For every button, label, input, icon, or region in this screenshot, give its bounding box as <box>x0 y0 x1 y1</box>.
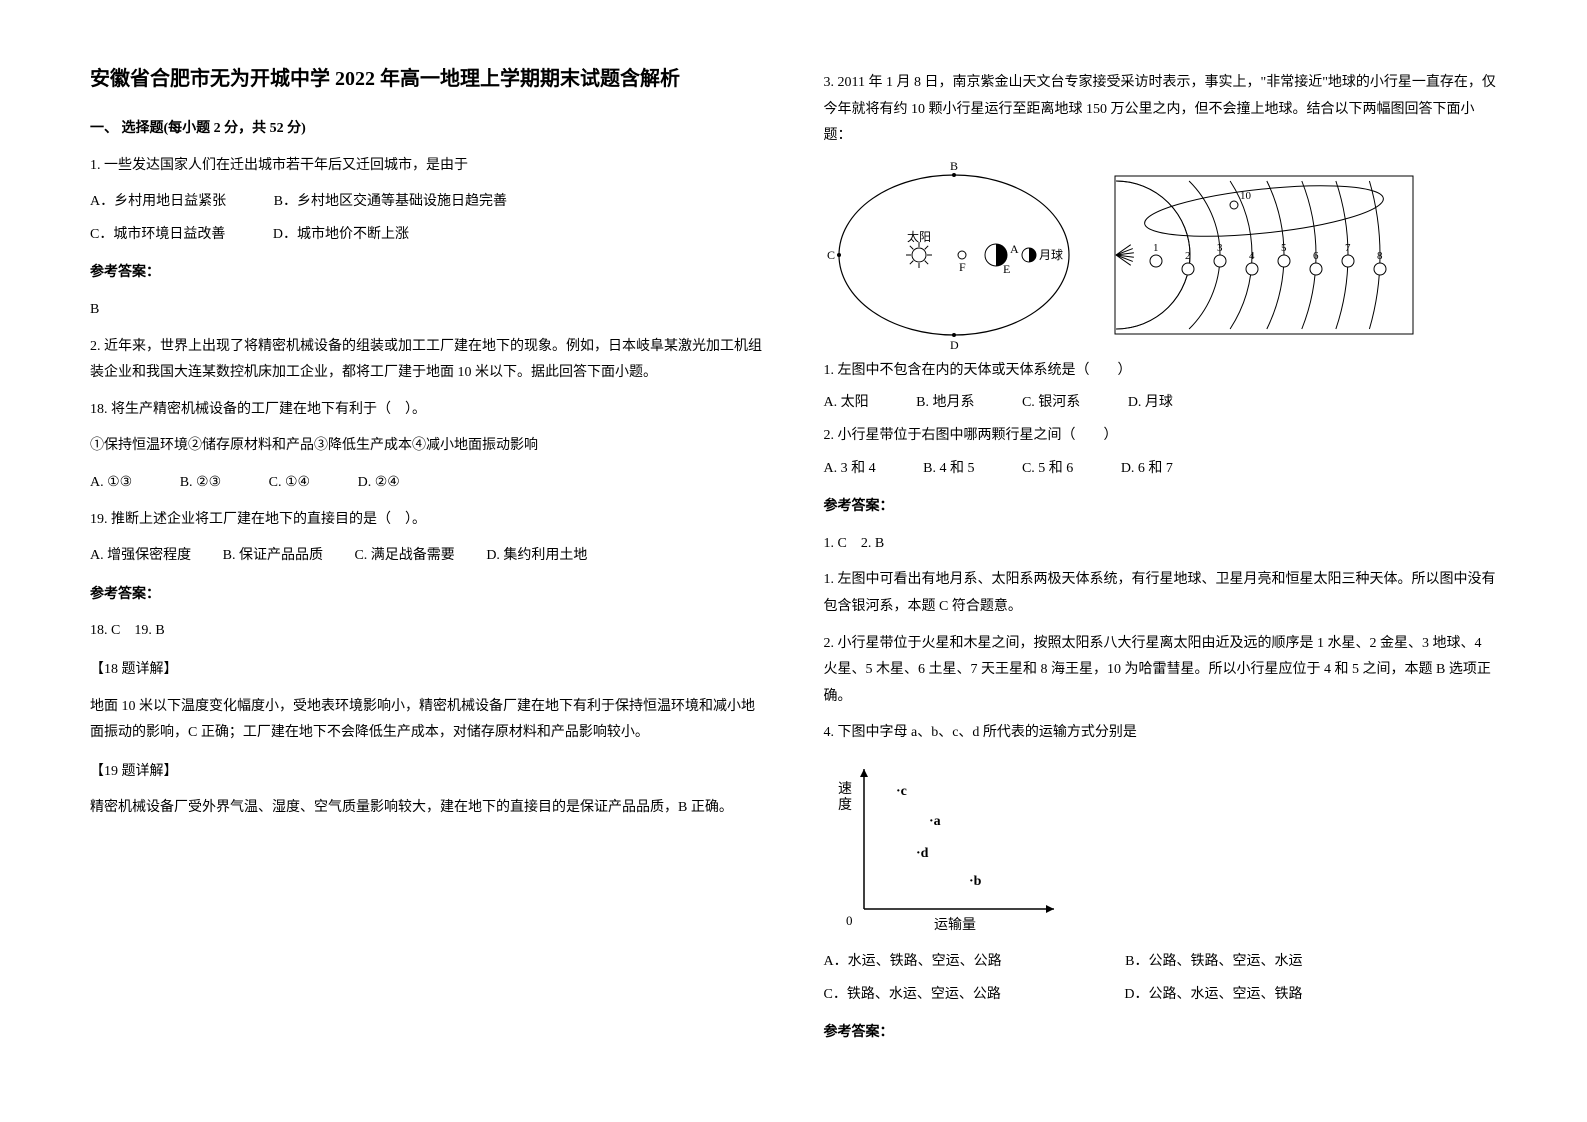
svg-text:·a: ·a <box>929 814 941 829</box>
q1-opt-c: C．城市环境日益改善 <box>90 222 225 249</box>
q4-opt-c: C．铁路、水运、空运、公路 <box>824 982 1001 1009</box>
q18-line: ①保持恒温环境②储存原材料和产品③降低生产成本④减小地面振动影响 <box>90 433 764 460</box>
q3-1-opt-a: A. 太阳 <box>824 390 869 417</box>
q3-1-opt-c: C. 银河系 <box>1022 390 1080 417</box>
q3-figure-left: B D C 太阳 F AE 月球 <box>824 160 1084 350</box>
q3-figures: B D C 太阳 F AE 月球 1 2 3 4 5 6 7 8 10 <box>824 160 1498 350</box>
q3-1-options: A. 太阳 B. 地月系 C. 银河系 D. 月球 <box>824 390 1498 417</box>
svg-text:1: 1 <box>1153 242 1159 254</box>
exp18-text: 地面 10 米以下温度变化幅度小，受地表环境影响小，精密机械设备厂建在地下有利于… <box>90 694 764 747</box>
q4-options-row1: A．水运、铁路、空运、公路 B．公路、铁路、空运、水运 <box>824 949 1498 976</box>
svg-text:速: 速 <box>838 781 852 797</box>
q19-opt-d: D. 集约利用土地 <box>486 543 587 570</box>
svg-text:度: 度 <box>838 797 852 813</box>
svg-text:8: 8 <box>1377 250 1383 262</box>
q1-answer: B <box>90 297 764 324</box>
solar-system-diagram: 1 2 3 4 5 6 7 8 10 <box>1114 175 1414 335</box>
exp19-text: 精密机械设备厂受外界气温、湿度、空气质量影响较大，建在地下的直接目的是保证产品品… <box>90 795 764 822</box>
q18-opt-b: B. ②③ <box>180 470 221 497</box>
section-header: 一、 选择题(每小题 2 分，共 52 分) <box>90 116 764 143</box>
q3-figure-right: 1 2 3 4 5 6 7 8 10 <box>1114 175 1414 335</box>
svg-text:C: C <box>827 248 835 262</box>
q3-2-stem: 2. 小行星带位于右图中哪两颗行星之间（ ） <box>824 423 1498 450</box>
q19-opt-b: B. 保证产品品质 <box>223 543 323 570</box>
q19-options: A. 增强保密程度 B. 保证产品品质 C. 满足战备需要 D. 集约利用土地 <box>90 543 764 570</box>
svg-text:10: 10 <box>1240 190 1252 202</box>
q1-options-row2: C．城市环境日益改善 D．城市地价不断上涨 <box>90 222 764 249</box>
q18-opt-d: D. ②④ <box>358 470 400 497</box>
q4-opt-a: A．水运、铁路、空运、公路 <box>824 949 1002 976</box>
q3-ref-label: 参考答案： <box>824 494 1498 521</box>
transport-scatter: 速度运输量 0 ·a ·b ·c ·d <box>824 757 1064 937</box>
q18-options: A. ①③ B. ②③ C. ①④ D. ②④ <box>90 470 764 497</box>
q1-options-row1: A．乡村用地日益紧张 B．乡村地区交通等基础设施日趋完善 <box>90 189 764 216</box>
q19-opt-a: A. 增强保密程度 <box>90 543 191 570</box>
q3-answers: 1. C 2. B <box>824 531 1498 558</box>
q18-opt-a: A. ①③ <box>90 470 132 497</box>
left-column: 安徽省合肥市无为开城中学 2022 年高一地理上学期期末试题含解析 一、 选择题… <box>90 60 764 1082</box>
svg-text:运输量: 运输量 <box>934 917 976 933</box>
svg-text:月球: 月球 <box>1039 248 1063 262</box>
q3-2-options: A. 3 和 4 B. 4 和 5 C. 5 和 6 D. 6 和 7 <box>824 456 1498 483</box>
q1-opt-a: A．乡村用地日益紧张 <box>90 189 226 216</box>
q2-intro: 2. 近年来，世界上出现了将精密机械设备的组装或加工工厂建在地下的现象。例如，日… <box>90 334 764 387</box>
q3-exp1: 1. 左图中可看出有地月系、太阳系两极天体系统，有行星地球、卫星月亮和恒星太阳三… <box>824 567 1498 620</box>
q4-ref-label: 参考答案： <box>824 1020 1498 1047</box>
svg-text:D: D <box>950 338 959 350</box>
svg-text:B: B <box>950 160 958 173</box>
right-column: 3. 2011 年 1 月 8 日，南京紫金山天文台专家接受采访时表示，事实上，… <box>824 60 1498 1082</box>
q4-figure: 速度运输量 0 ·a ·b ·c ·d <box>824 757 1498 937</box>
q4-opt-b: B．公路、铁路、空运、水运 <box>1125 949 1302 976</box>
q3-2-opt-c: C. 5 和 6 <box>1022 456 1073 483</box>
svg-text:·d: ·d <box>916 846 929 861</box>
svg-text:6: 6 <box>1313 250 1319 262</box>
svg-text:·c: ·c <box>896 784 907 799</box>
q19-opt-c: C. 满足战备需要 <box>354 543 454 570</box>
q4-stem: 4. 下图中字母 a、b、c、d 所代表的运输方式分别是 <box>824 720 1498 747</box>
svg-text:7: 7 <box>1345 242 1351 254</box>
q3-2-opt-b: B. 4 和 5 <box>923 456 974 483</box>
q3-1-opt-d: D. 月球 <box>1128 390 1173 417</box>
q18-stem: 18. 将生产精密机械设备的工厂建在地下有利于（ ）。 <box>90 397 764 424</box>
svg-text:5: 5 <box>1281 242 1287 254</box>
svg-text:A: A <box>1010 242 1019 256</box>
q2-answers: 18. C 19. B <box>90 618 764 645</box>
svg-text:3: 3 <box>1217 242 1223 254</box>
q19-stem: 19. 推断上述企业将工厂建在地下的直接目的是（ ）。 <box>90 507 764 534</box>
q4-opt-d: D．公路、水运、空运、铁路 <box>1124 982 1302 1009</box>
svg-text:E: E <box>1003 262 1010 276</box>
q3-exp2: 2. 小行星带位于火星和木星之间，按照太阳系八大行星离太阳由近及远的顺序是 1 … <box>824 631 1498 711</box>
q1-stem: 1. 一些发达国家人们在迁出城市若干年后又迁回城市，是由于 <box>90 153 764 180</box>
exp18-head: 【18 题详解】 <box>90 657 764 684</box>
svg-text:4: 4 <box>1249 250 1255 262</box>
svg-text:F: F <box>959 260 966 274</box>
svg-text:0: 0 <box>846 913 853 928</box>
document-title: 安徽省合肥市无为开城中学 2022 年高一地理上学期期末试题含解析 <box>90 60 764 98</box>
q1-opt-d: D．城市地价不断上涨 <box>273 222 409 249</box>
orbit-diagram: B D C 太阳 F AE 月球 <box>824 160 1084 350</box>
q3-1-stem: 1. 左图中不包含在内的天体或天体系统是（ ） <box>824 358 1498 385</box>
q3-1-opt-b: B. 地月系 <box>916 390 974 417</box>
q18-opt-c: C. ①④ <box>269 470 310 497</box>
q4-options-row2: C．铁路、水运、空运、公路 D．公路、水运、空运、铁路 <box>824 982 1498 1009</box>
svg-text:·b: ·b <box>969 874 982 889</box>
svg-text:太阳: 太阳 <box>907 229 931 244</box>
svg-text:2: 2 <box>1185 250 1191 262</box>
q3-intro: 3. 2011 年 1 月 8 日，南京紫金山天文台专家接受采访时表示，事实上，… <box>824 70 1498 150</box>
q3-2-opt-a: A. 3 和 4 <box>824 456 876 483</box>
q1-opt-b: B．乡村地区交通等基础设施日趋完善 <box>274 189 507 216</box>
q1-ref-label: 参考答案： <box>90 260 764 287</box>
exp19-head: 【19 题详解】 <box>90 759 764 786</box>
q3-2-opt-d: D. 6 和 7 <box>1121 456 1173 483</box>
q2-ref-label: 参考答案： <box>90 582 764 609</box>
